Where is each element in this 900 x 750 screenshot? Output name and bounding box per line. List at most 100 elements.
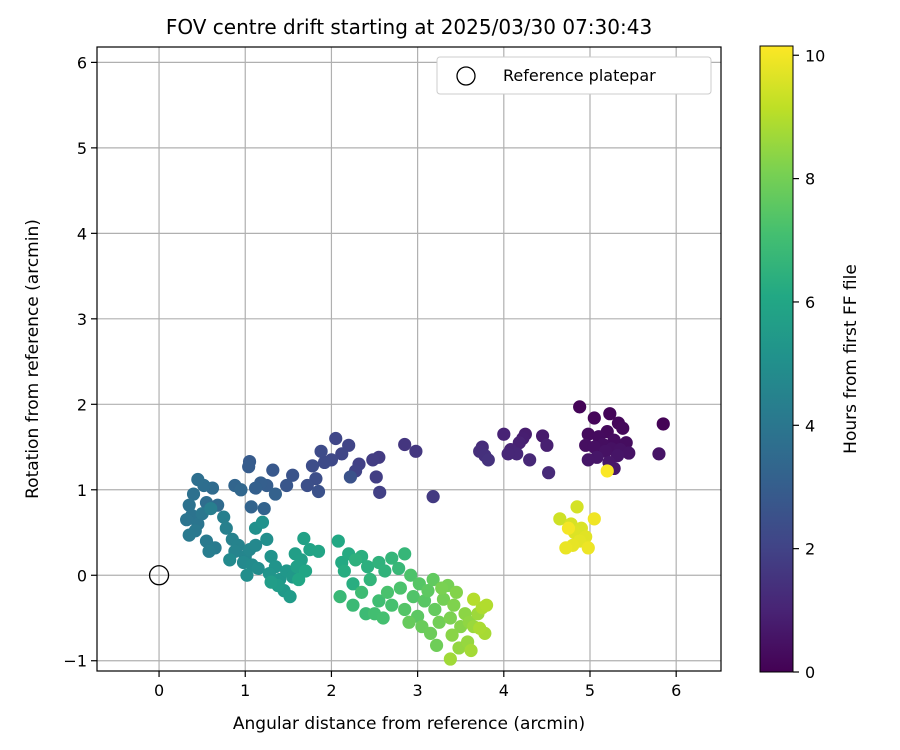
scatter-point: [432, 615, 446, 629]
legend-label: Reference platepar: [503, 66, 656, 85]
scatter-point: [337, 564, 351, 578]
scatter-point: [479, 598, 494, 612]
scatter-point: [244, 500, 258, 514]
scatter-point: [523, 453, 537, 467]
scatter-point: [409, 444, 423, 458]
scatter-point: [346, 577, 360, 591]
y-tick-label: 4: [77, 224, 87, 243]
scatter-point: [264, 549, 278, 564]
scatter-point: [392, 561, 406, 576]
scatter-points: [148, 400, 670, 666]
x-tick-label: 1: [240, 681, 250, 700]
colorbar-tick-label: 0: [805, 663, 815, 682]
y-axis-label: Rotation from reference (arcmin): [23, 219, 43, 499]
scatter-point: [348, 553, 363, 567]
reference-platepar-marker: [148, 565, 170, 586]
scatter-point: [656, 417, 670, 431]
scatter-point: [317, 455, 332, 470]
scatter-point: [257, 501, 271, 516]
chart-title: FOV centre drift starting at 2025/03/30 …: [166, 15, 652, 39]
scatter-point: [260, 532, 274, 546]
scatter-point: [421, 584, 435, 598]
scatter-point: [300, 478, 314, 493]
scatter-point: [553, 512, 567, 526]
x-tick-label: 0: [154, 681, 164, 700]
scatter-point: [361, 560, 375, 574]
scatter-point: [435, 581, 449, 595]
scatter-point: [447, 598, 461, 612]
scatter-point: [191, 472, 205, 487]
scatter-point: [426, 490, 440, 504]
colorbar-label: Hours from first FF file: [841, 264, 861, 454]
scatter-point: [467, 592, 481, 606]
scatter-point: [248, 538, 263, 552]
scatter-point: [404, 568, 418, 582]
scatter-point: [603, 407, 617, 421]
scatter-point: [423, 626, 438, 640]
scatter-point: [573, 400, 587, 414]
scatter-point: [428, 602, 442, 617]
colorbar-tick-label: 2: [805, 540, 815, 559]
scatter-point: [248, 481, 263, 495]
scatter-point: [217, 510, 231, 524]
scatter-point: [363, 572, 377, 587]
scatter-point: [180, 513, 194, 527]
scatter-point: [481, 453, 495, 467]
scatter-point: [311, 544, 326, 558]
scatter-point: [464, 643, 478, 658]
scatter-point: [251, 561, 265, 576]
scatter-point: [581, 541, 595, 555]
scatter-point: [305, 459, 320, 473]
scatter-point: [234, 483, 248, 497]
legend-reference-marker: [456, 66, 476, 86]
scatter-point: [587, 440, 601, 454]
scatter-point: [501, 447, 515, 461]
y-tick-label: 0: [77, 566, 87, 585]
scatter-point: [426, 572, 440, 587]
scatter-point: [587, 512, 601, 526]
scatter-point: [587, 411, 601, 425]
scatter-point: [182, 528, 196, 542]
grid-lines: [97, 47, 721, 671]
colorbar-tick-label: 8: [805, 170, 815, 189]
scatter-point: [354, 585, 369, 599]
scatter-point: [429, 638, 444, 652]
x-tick-label: 3: [413, 681, 423, 700]
scatter-point: [652, 447, 666, 461]
x-axis-label: Angular distance from reference (arcmin): [233, 714, 585, 734]
scatter-point: [380, 585, 395, 599]
scatter-point: [292, 572, 306, 587]
x-tick-label: 2: [326, 681, 336, 700]
x-tick-label: 5: [585, 681, 595, 700]
scatter-point: [264, 575, 278, 589]
colorbar-tick-label: 6: [805, 293, 815, 312]
scatter-point: [445, 628, 459, 642]
scatter-point: [561, 521, 576, 535]
scatter-point: [393, 581, 407, 595]
scatter-point: [600, 464, 614, 478]
colorbar-ticks: 0 2 4 6 8 10: [793, 46, 825, 682]
scatter-point: [240, 568, 254, 582]
scatter-point: [398, 602, 412, 617]
scatter-point: [266, 463, 280, 477]
x-tick-label: 4: [499, 681, 509, 700]
scatter-point: [436, 592, 451, 606]
scatter-point: [283, 590, 297, 604]
scatter-point: [540, 438, 554, 452]
scatter-point: [369, 470, 383, 484]
scatter-point: [473, 621, 487, 635]
scatter-point: [329, 431, 343, 446]
scatter-point: [385, 551, 399, 565]
scatter-point: [449, 585, 464, 599]
scatter-point: [402, 615, 416, 629]
scatter-point: [373, 485, 387, 499]
scatter-point: [616, 421, 630, 435]
scatter-point: [219, 521, 233, 535]
scatter-point: [372, 594, 386, 608]
scatter-point: [417, 594, 432, 608]
scatter-point: [333, 590, 347, 604]
plot-area-frame: [96, 46, 722, 672]
scatter-point: [376, 611, 390, 625]
y-tick-label: 3: [77, 310, 87, 329]
